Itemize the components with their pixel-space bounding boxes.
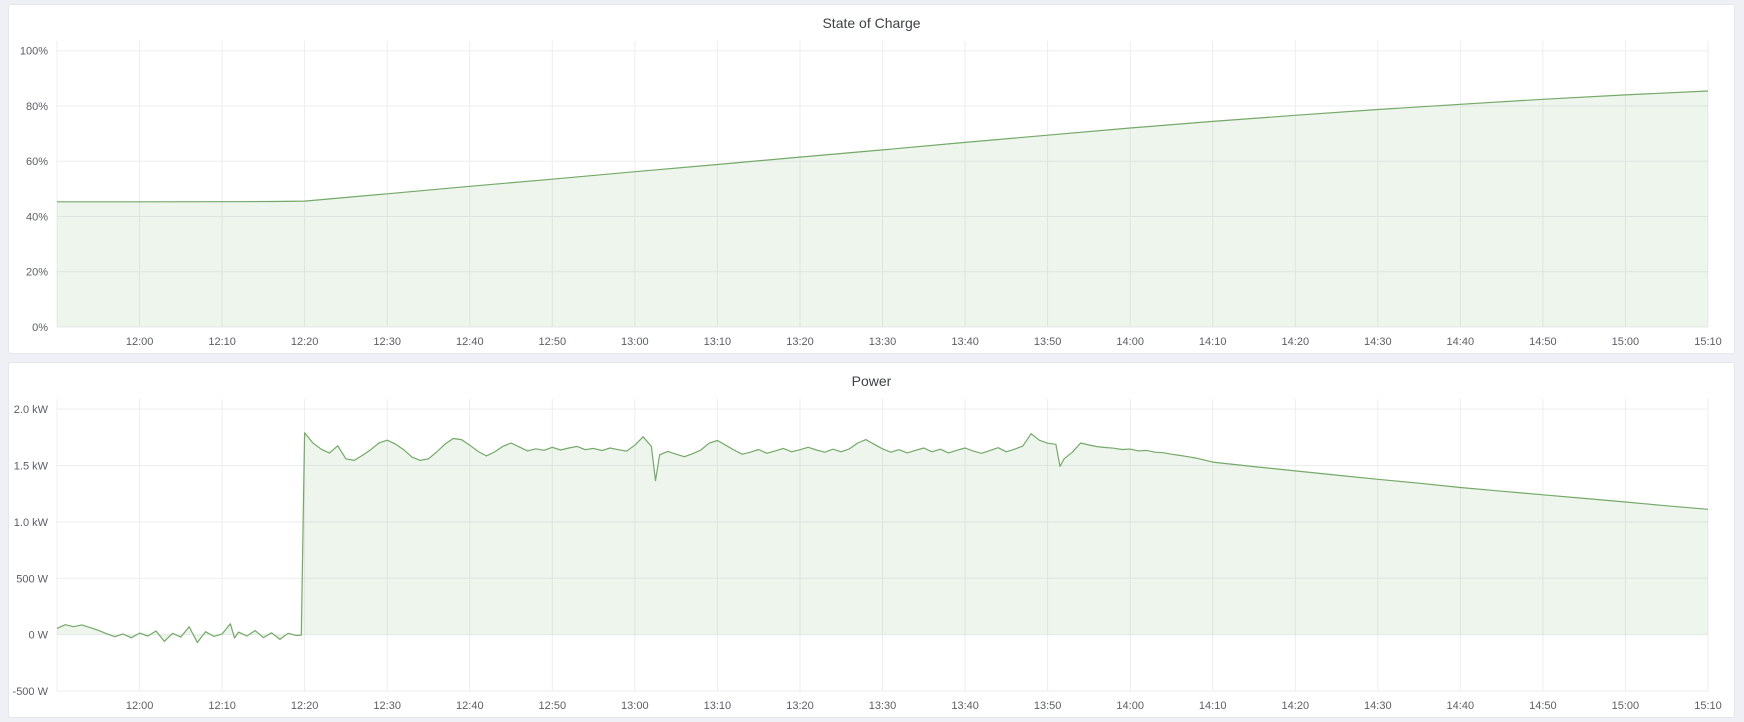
- x-axis-label: 13:40: [951, 700, 979, 712]
- x-axis-label: 13:50: [1034, 336, 1062, 348]
- x-axis-label: 12:10: [208, 336, 236, 348]
- x-axis-label: 14:30: [1364, 700, 1392, 712]
- x-axis-label: 13:00: [621, 700, 649, 712]
- x-axis-label: 14:20: [1282, 700, 1310, 712]
- x-axis-label: 15:00: [1612, 700, 1640, 712]
- series-area: [57, 432, 1708, 643]
- power-panel: Power -500 W 0 W 500 W 1.0 kW 1.5 kW 2.0 kW 12…: [8, 362, 1735, 718]
- series-line: [57, 90, 1709, 203]
- y-axis-label: 0 W: [28, 630, 48, 642]
- x-axis-label: 12:30: [373, 700, 401, 712]
- y-axis-label: 100%: [20, 46, 48, 58]
- x-axis-label: 12:40: [456, 336, 484, 348]
- y-axis-label: 60%: [26, 156, 48, 168]
- y-axis-label: 500 W: [16, 573, 48, 585]
- x-axis-label: 15:00: [1612, 336, 1640, 348]
- y-axis-label: 20%: [26, 267, 48, 279]
- x-axis-label: 12:00: [126, 700, 154, 712]
- x-axis-label: 12:30: [373, 336, 401, 348]
- x-axis-label: 14:50: [1529, 700, 1557, 712]
- x-axis-label: 12:00: [126, 336, 154, 348]
- y-axis-label: 40%: [26, 211, 48, 223]
- x-axis-label: 14:40: [1447, 336, 1475, 348]
- x-axis-label: 14:10: [1199, 700, 1227, 712]
- x-axis-label: 12:20: [291, 700, 319, 712]
- x-axis-label: 12:50: [539, 700, 567, 712]
- y-axis-label: 1.5 kW: [14, 461, 49, 473]
- x-axis-label: 13:30: [869, 336, 897, 348]
- x-axis-label: 12:40: [456, 700, 484, 712]
- x-axis-label: 15:10: [1694, 700, 1722, 712]
- y-axis-label: 0%: [32, 322, 48, 334]
- soc-panel-title[interactable]: State of Charge: [822, 15, 921, 31]
- x-axis-label: 13:10: [704, 336, 732, 348]
- x-axis-label: 13:00: [621, 336, 649, 348]
- x-axis-label: 13:10: [704, 700, 732, 712]
- soc-panel: State of Charge 0% 20% 40% 60% 80% 100% 12:00 1…: [8, 4, 1735, 354]
- y-axis-label: 1.0 kW: [14, 517, 49, 529]
- x-axis-label: 13:20: [786, 336, 814, 348]
- x-axis-label: 14:00: [1116, 700, 1144, 712]
- x-axis-label: 14:30: [1364, 336, 1392, 348]
- x-axis-label: 13:50: [1034, 700, 1062, 712]
- soc-chart-canvas[interactable]: 0% 20% 40% 60% 80% 100% 12:00 12:10 12:20 12:30 12…: [9, 35, 1734, 353]
- x-axis-label: 14:00: [1116, 336, 1144, 348]
- x-axis-label: 14:40: [1447, 700, 1475, 712]
- x-axis-label: 12:10: [208, 700, 236, 712]
- x-axis-label: 13:40: [951, 336, 979, 348]
- power-panel-title[interactable]: Power: [851, 373, 892, 389]
- power-chart-canvas[interactable]: -500 W 0 W 500 W 1.0 kW 1.5 kW 2.0 kW 12:00 12:…: [9, 393, 1734, 717]
- x-axis-label: 12:20: [291, 336, 319, 348]
- x-axis-label: 12:50: [539, 336, 567, 348]
- y-axis-label: 80%: [26, 101, 48, 113]
- x-axis-label: 14:10: [1199, 336, 1227, 348]
- y-axis-label: 2.0 kW: [14, 404, 49, 416]
- series-area: [57, 91, 1708, 327]
- x-axis-label: 13:20: [786, 700, 814, 712]
- x-axis-label: 14:20: [1282, 336, 1310, 348]
- x-axis-label: 15:10: [1694, 336, 1722, 348]
- y-axis-label: -500 W: [13, 686, 49, 698]
- x-axis-label: 13:30: [869, 700, 897, 712]
- series-line: [56, 432, 1709, 644]
- x-axis-label: 14:50: [1529, 336, 1557, 348]
